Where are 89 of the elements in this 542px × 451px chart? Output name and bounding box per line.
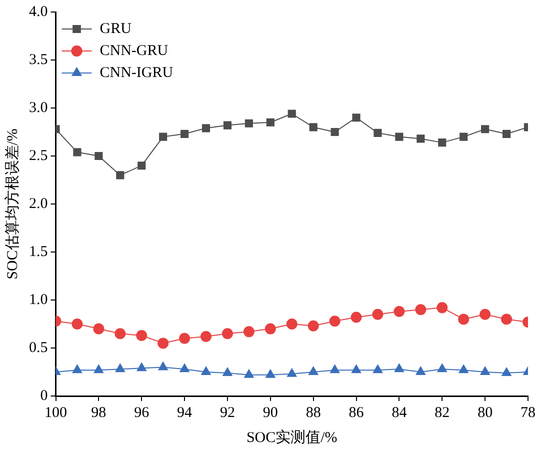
point	[458, 314, 470, 325]
point	[458, 364, 468, 374]
x-tick-label: 86	[348, 404, 364, 421]
x-tick-label: 94	[177, 404, 193, 421]
point	[372, 364, 383, 374]
x-tick-label: 82	[434, 404, 450, 421]
point	[115, 364, 125, 372]
legend-label: CNN-IGRU	[100, 64, 174, 81]
point	[158, 362, 168, 370]
y-axis-title: SOC估算均方根误差/%	[4, 128, 21, 280]
point	[94, 152, 103, 160]
point	[308, 366, 318, 375]
point	[200, 330, 212, 342]
point	[266, 118, 274, 126]
x-tick-label: 100	[44, 404, 67, 421]
point	[222, 367, 232, 376]
point	[481, 125, 490, 134]
point	[480, 366, 490, 375]
point	[352, 114, 360, 122]
x-axis-title: SOC实测值/%	[246, 428, 338, 446]
point	[264, 323, 276, 334]
y-tick-label: 3.0	[29, 100, 48, 116]
point	[395, 132, 404, 141]
point	[222, 328, 233, 340]
point	[502, 367, 512, 376]
y-tick-label: 3.5	[29, 52, 48, 68]
y-tick-label: 1.0	[29, 292, 48, 308]
point	[415, 304, 426, 316]
y-tick-label: 2.0	[29, 196, 48, 212]
x-tick-label: 92	[220, 404, 235, 421]
x-tick-label: 90	[262, 404, 278, 421]
point	[502, 130, 511, 138]
y-tick-label: 0	[40, 388, 48, 404]
point	[180, 364, 190, 372]
legend-label: CNN-GRU	[100, 42, 168, 59]
point	[351, 364, 362, 374]
point	[329, 316, 340, 327]
point	[243, 326, 254, 338]
point	[287, 368, 297, 377]
point	[394, 364, 404, 372]
point	[501, 314, 512, 325]
point	[223, 121, 232, 130]
y-tick-label: 1.5	[29, 244, 48, 260]
point	[93, 323, 104, 334]
legend-label: GRU	[100, 20, 132, 37]
y-tick-label: 2.5	[29, 148, 48, 164]
point	[73, 148, 82, 156]
point	[330, 364, 340, 374]
point	[72, 364, 82, 374]
x-tick-label: 96	[134, 404, 150, 421]
x-tick-label: 78	[520, 404, 536, 421]
point	[94, 364, 104, 374]
x-tick-label: 84	[392, 404, 408, 421]
point	[437, 364, 447, 372]
y-tick-label: 4.0	[29, 4, 48, 20]
point	[350, 312, 362, 323]
point	[480, 308, 491, 320]
point	[330, 128, 339, 136]
point	[201, 366, 211, 375]
point	[72, 318, 83, 330]
point	[159, 132, 168, 141]
point	[286, 318, 298, 330]
point	[416, 134, 425, 143]
point	[308, 320, 319, 332]
point	[136, 330, 148, 342]
point	[288, 110, 296, 118]
point	[438, 138, 446, 147]
point	[116, 171, 124, 180]
x-tick-label: 88	[306, 404, 321, 421]
point	[180, 130, 189, 138]
point	[244, 119, 253, 128]
point	[436, 302, 448, 314]
y-tick-label: 0.5	[29, 340, 48, 356]
point	[179, 332, 190, 344]
point	[372, 308, 384, 320]
point	[394, 306, 405, 318]
x-tick-label: 98	[91, 404, 106, 421]
point	[136, 362, 146, 372]
point	[309, 123, 318, 132]
point	[266, 369, 276, 378]
point	[114, 328, 126, 340]
point	[158, 338, 169, 349]
point	[202, 124, 210, 132]
point	[460, 132, 468, 141]
point	[244, 369, 254, 378]
point	[416, 366, 426, 375]
point	[374, 128, 382, 137]
point	[138, 162, 146, 170]
x-tick-label: 80	[478, 404, 493, 421]
